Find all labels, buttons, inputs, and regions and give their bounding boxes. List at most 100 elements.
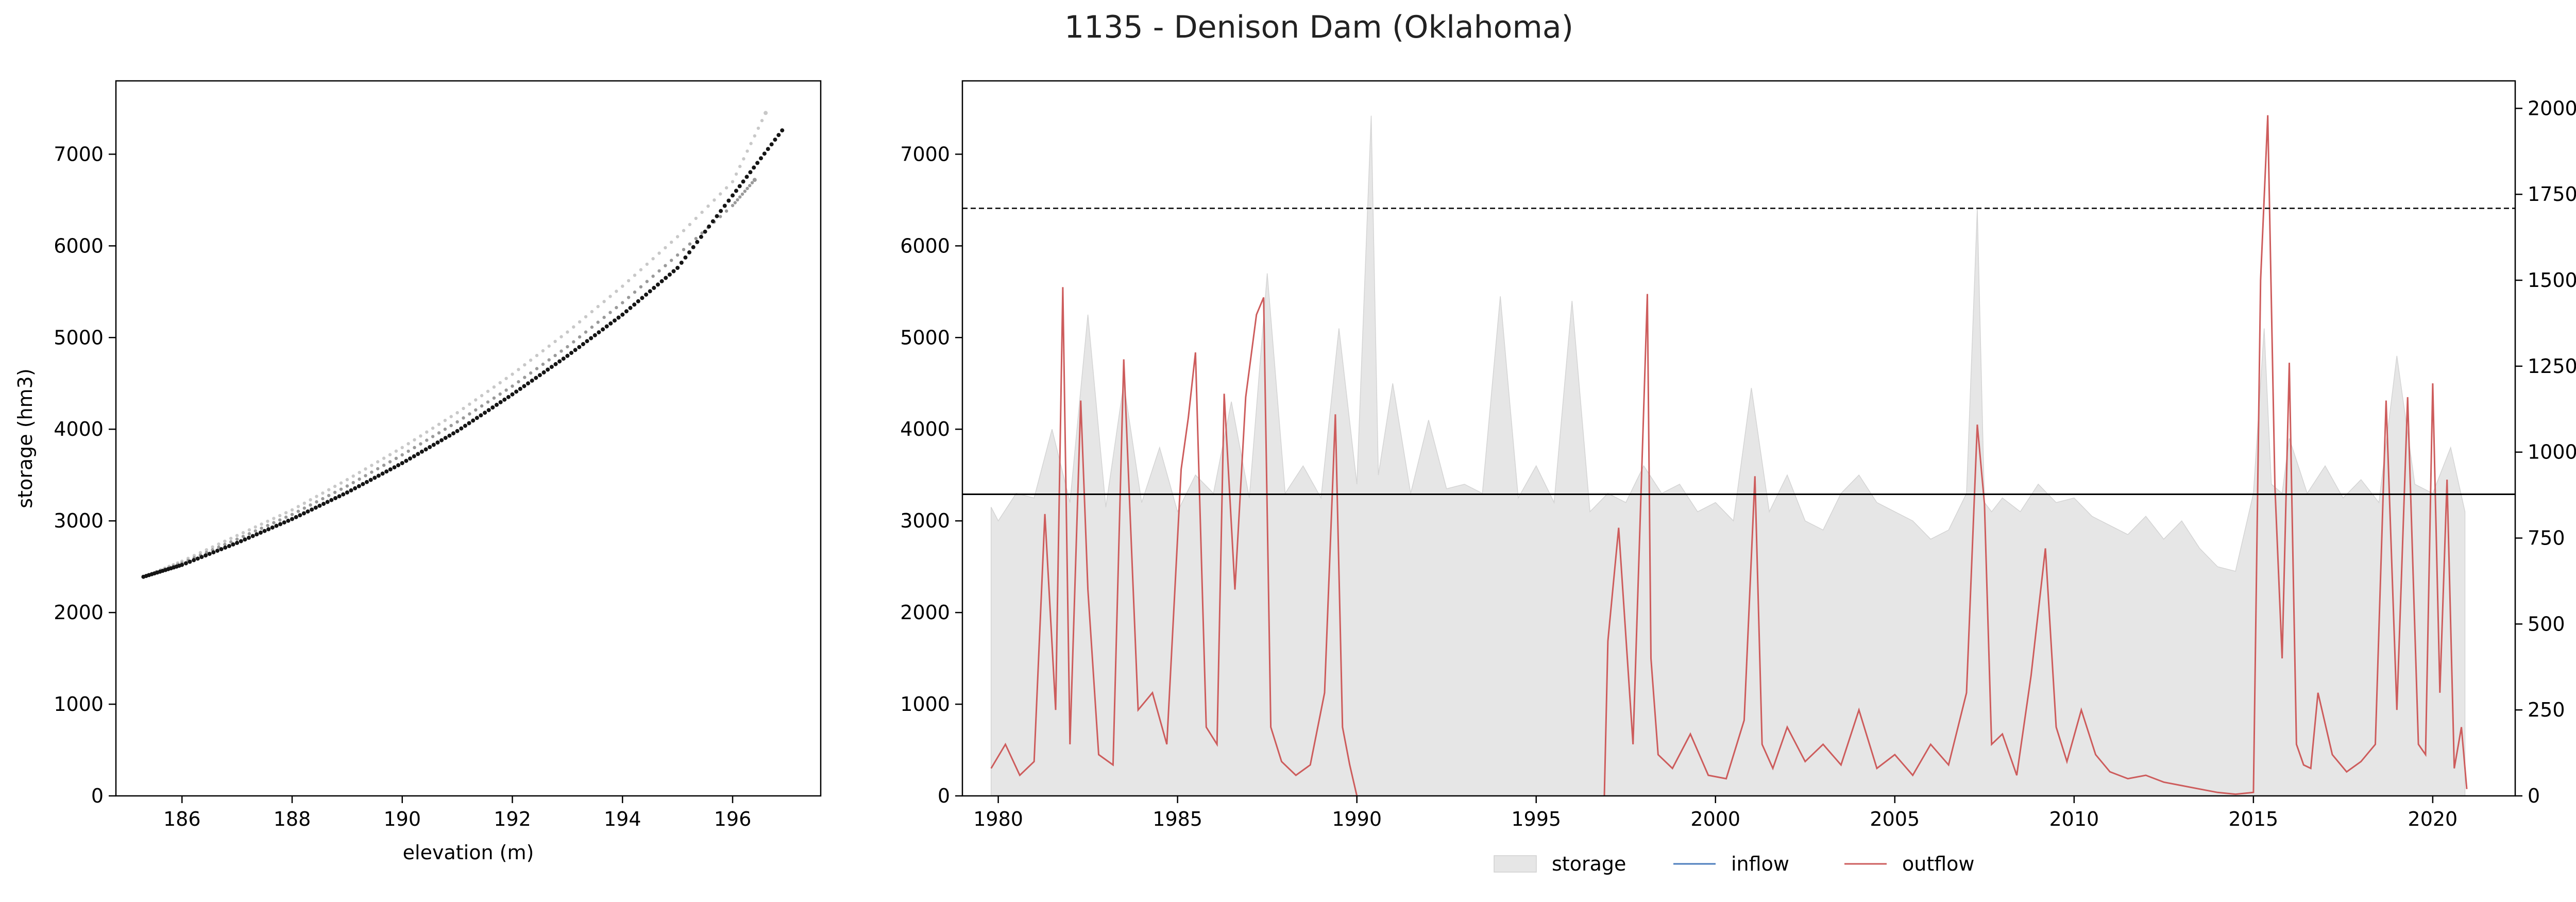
storage-area bbox=[990, 115, 2466, 796]
scatter-point-black bbox=[748, 170, 753, 175]
scatter-point-black bbox=[207, 552, 212, 556]
scatter-point-black bbox=[486, 408, 491, 413]
scatter-point-light-gray bbox=[266, 519, 269, 523]
scatter-point-mid-gray bbox=[596, 320, 600, 324]
scatter-point-black bbox=[341, 492, 346, 497]
scatter-point-light-gray bbox=[437, 422, 441, 426]
y2-tick-label: 750 bbox=[2528, 527, 2565, 550]
scatter-point-black bbox=[317, 503, 322, 508]
scatter-point-light-gray bbox=[449, 415, 453, 418]
scatter-point-black bbox=[298, 513, 302, 518]
scatter-point-mid-gray bbox=[241, 535, 245, 538]
scatter-point-light-gray bbox=[376, 460, 380, 464]
scatter-point-black bbox=[443, 436, 448, 440]
x-axis-label: elevation (m) bbox=[403, 841, 534, 864]
scatter-point-black bbox=[780, 128, 785, 133]
scatter-point-light-gray bbox=[327, 488, 331, 491]
scatter-point-mid-gray bbox=[523, 376, 527, 379]
scatter-point-black bbox=[357, 484, 361, 488]
scatter-point-light-gray bbox=[229, 537, 233, 540]
scatter-point-black bbox=[306, 509, 310, 514]
scatter-point-black bbox=[204, 553, 208, 558]
scatter-point-mid-gray bbox=[584, 330, 588, 334]
scatter-point-mid-gray bbox=[590, 325, 594, 329]
scatter-point-light-gray bbox=[455, 411, 459, 415]
scatter-point-black bbox=[640, 296, 645, 300]
scatter-point-mid-gray bbox=[670, 259, 673, 262]
scatter-point-black bbox=[376, 473, 381, 478]
scatter-point-black bbox=[628, 305, 633, 310]
scatter-point-light-gray bbox=[529, 359, 533, 362]
scatter-point-mid-gray bbox=[278, 518, 282, 522]
scatter-point-light-gray bbox=[492, 385, 496, 389]
scatter-point-light-gray bbox=[358, 471, 361, 474]
scatter-point-light-gray bbox=[645, 262, 649, 266]
scatter-point-black bbox=[439, 438, 444, 443]
scatter-point-black bbox=[664, 276, 668, 280]
scatter-point-mid-gray bbox=[266, 523, 269, 527]
scatter-point-black bbox=[710, 219, 715, 224]
scatter-point-light-gray bbox=[217, 542, 221, 546]
timeseries-plot: 1980 1985 1990 1995 2000 2005 2010 2015 2020 0 100… bbox=[900, 80, 2576, 830]
scatter-point-light-gray bbox=[566, 330, 569, 334]
scatter-point-black bbox=[412, 454, 416, 458]
y-tick-label: 2000 bbox=[900, 601, 950, 624]
scatter-point-mid-gray bbox=[608, 311, 612, 314]
scatter-point-light-gray bbox=[364, 467, 367, 471]
scatter-point-mid-gray bbox=[235, 537, 239, 541]
scatter-point-black bbox=[601, 327, 605, 332]
scatter-point-black bbox=[215, 549, 219, 553]
scatter-point-black bbox=[479, 413, 483, 418]
scatter-point-black bbox=[715, 214, 719, 218]
y-tick-label: 7000 bbox=[900, 143, 950, 165]
scatter-point-light-gray bbox=[756, 126, 760, 130]
scatter-point-black bbox=[282, 520, 286, 525]
scatter-point-light-gray bbox=[468, 402, 471, 406]
scatter-point-mid-gray bbox=[468, 412, 471, 416]
legend-label-storage: storage bbox=[1552, 853, 1626, 875]
y-tick-label: 0 bbox=[938, 785, 950, 807]
scatter-point-mid-gray bbox=[419, 442, 422, 446]
scatter-point-light-gray bbox=[517, 368, 520, 371]
scatter-point-black bbox=[195, 556, 200, 561]
scatter-point-mid-gray bbox=[382, 464, 386, 467]
scatter-point-mid-gray bbox=[462, 416, 465, 420]
scatter-point-mid-gray bbox=[541, 362, 545, 366]
scatter-point-mid-gray bbox=[694, 236, 698, 241]
scatter-point-mid-gray bbox=[700, 231, 704, 235]
scatter-point-mid-gray bbox=[743, 190, 747, 193]
x-tick-label: 2000 bbox=[1690, 808, 1740, 830]
scatter-point-black bbox=[734, 189, 738, 193]
scatter-point-black bbox=[431, 443, 436, 447]
scatter-point-light-gray bbox=[719, 192, 722, 196]
scatter-point-mid-gray bbox=[602, 315, 606, 319]
scatter-point-black bbox=[679, 261, 684, 265]
scatter-point-light-gray bbox=[406, 442, 410, 446]
x-tick-label: 188 bbox=[274, 808, 311, 830]
x-tick-label: 192 bbox=[494, 808, 531, 830]
scatter-point-mid-gray bbox=[621, 301, 624, 304]
y-tick-label: 6000 bbox=[900, 234, 950, 257]
scatter-point-black bbox=[313, 505, 318, 510]
scatter-point-mid-gray bbox=[333, 490, 337, 494]
scatter-point-black bbox=[675, 266, 680, 270]
scatter-point-black bbox=[731, 193, 735, 198]
scatter-point-black bbox=[459, 426, 464, 431]
scatter-point-mid-gray bbox=[272, 521, 276, 524]
scatter-point-black bbox=[541, 370, 546, 375]
scatter-point-light-gray bbox=[205, 548, 208, 552]
scatter-point-mid-gray bbox=[633, 290, 637, 294]
scatter-point-black bbox=[463, 423, 467, 428]
scatter-point-light-gray bbox=[486, 389, 490, 393]
scatter-point-light-gray bbox=[351, 474, 355, 478]
scatter-point-mid-gray bbox=[719, 215, 722, 218]
y-tick-label: 6000 bbox=[54, 234, 104, 257]
scatter-point-black bbox=[329, 498, 334, 502]
scatter-point-black bbox=[557, 359, 562, 364]
y-tick-label: 3000 bbox=[54, 509, 104, 532]
scatter-point-mid-gray bbox=[733, 201, 737, 205]
y-tick-label: 5000 bbox=[900, 326, 950, 349]
y2-tick-label: 2000 bbox=[2528, 97, 2576, 120]
scatter-point-light-gray bbox=[602, 300, 606, 303]
scatter-point-light-gray bbox=[688, 223, 692, 226]
